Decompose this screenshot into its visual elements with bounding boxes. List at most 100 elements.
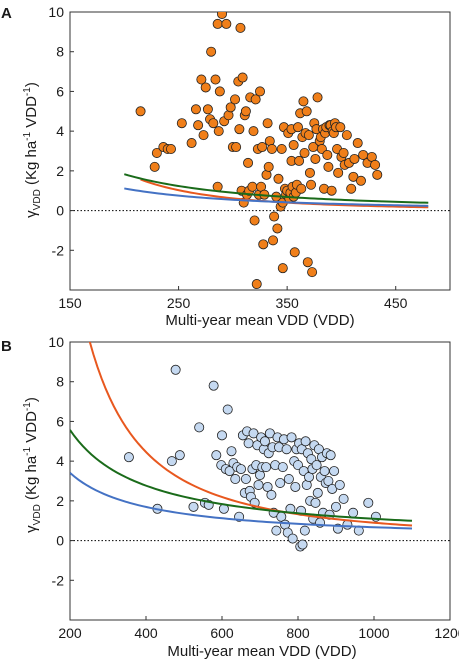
data-point — [210, 74, 221, 85]
data-point — [283, 474, 294, 485]
data-point — [230, 474, 241, 485]
fitted-curve — [88, 342, 413, 527]
y-tick-label: -2 — [52, 572, 65, 588]
data-point — [335, 122, 346, 133]
data-point — [174, 450, 185, 461]
data-point — [370, 159, 381, 170]
data-point — [214, 86, 225, 97]
panel-a-letter: A — [1, 5, 12, 22]
data-point — [200, 82, 211, 93]
data-point — [290, 481, 301, 492]
data-point — [288, 140, 299, 151]
data-point — [346, 183, 357, 194]
data-point — [271, 525, 282, 536]
data-point — [208, 118, 219, 129]
data-point — [323, 161, 334, 172]
data-point — [149, 161, 160, 172]
data-point — [311, 460, 322, 471]
x-tick-label: 200 — [58, 625, 82, 641]
data-point — [312, 92, 323, 103]
data-point — [258, 239, 269, 250]
data-point — [302, 257, 313, 268]
data-point — [243, 438, 254, 449]
y-tick-label: 2 — [56, 493, 64, 509]
data-point — [323, 475, 334, 486]
data-point — [190, 104, 201, 115]
data-point — [275, 477, 286, 488]
x-tick-label: 350 — [275, 295, 299, 311]
data-point — [202, 104, 213, 115]
data-point — [216, 430, 227, 441]
y-tick-label: 8 — [56, 44, 64, 60]
y-tick-label: 4 — [56, 453, 64, 469]
data-point — [326, 185, 337, 196]
panel-b: B γVDD (Kg ha-1 VDD-1) 200 400 600 800 1000 1… — [1, 334, 459, 660]
data-point — [266, 144, 277, 155]
fitted-curve — [124, 173, 429, 204]
data-point — [257, 142, 268, 153]
data-point — [231, 142, 242, 153]
panel-b-letter: B — [1, 338, 12, 355]
data-point — [277, 462, 288, 473]
data-point — [193, 120, 204, 131]
panel-a: A γVDD (Kg ha-1 VDD-1) 150 250 350 450 -2 0 2 4… — [1, 4, 451, 329]
data-point — [334, 479, 345, 490]
data-point — [307, 267, 318, 278]
x-tick-label: 150 — [58, 295, 82, 311]
fitted-curve — [70, 472, 413, 530]
y-tick-label: 10 — [48, 4, 64, 20]
data-point — [310, 497, 321, 508]
data-point — [237, 72, 248, 83]
data-point — [243, 157, 254, 168]
data-point — [123, 452, 134, 463]
data-point — [287, 533, 298, 544]
panel-a-x-axis-label: Multi-year mean VDD (VDD) — [165, 312, 354, 329]
data-point — [333, 167, 344, 178]
data-point — [319, 466, 330, 477]
panel-b-y-axis-label: γVDD (Kg ha-1 VDD-1) — [22, 397, 43, 533]
data-point — [250, 94, 261, 105]
fitted-curves — [70, 342, 413, 530]
x-tick-label: 450 — [384, 295, 408, 311]
y-tick-label: -2 — [52, 242, 65, 258]
data-point — [188, 501, 199, 512]
data-point — [299, 147, 310, 158]
data-point — [217, 12, 227, 19]
data-point — [363, 497, 374, 508]
data-point — [299, 525, 310, 536]
data-point — [251, 279, 262, 290]
fitted-curve — [124, 187, 429, 207]
panel-b-x-axis-label: Multi-year mean VDD (VDD) — [167, 643, 356, 660]
data-point — [312, 487, 323, 498]
data-point — [338, 493, 349, 504]
x-tick-label: 1200 — [434, 625, 459, 641]
data-point — [329, 466, 340, 477]
data-point — [225, 102, 236, 113]
data-point — [135, 106, 146, 117]
data-point — [230, 94, 241, 105]
data-points — [135, 12, 383, 290]
data-point — [330, 501, 341, 512]
y-tick-label: 2 — [56, 163, 64, 179]
data-point — [170, 364, 181, 375]
data-point — [292, 122, 303, 133]
y-tick-label: 4 — [56, 123, 64, 139]
fitted-curves — [124, 173, 429, 209]
data-point — [253, 479, 264, 490]
data-point — [297, 539, 308, 550]
data-point — [341, 130, 352, 141]
data-point — [176, 118, 187, 129]
x-tick-label: 800 — [286, 625, 310, 641]
y-tick-label: 0 — [56, 533, 64, 549]
data-point — [208, 380, 219, 391]
data-point — [349, 153, 360, 164]
data-point — [310, 153, 321, 164]
data-points — [123, 364, 381, 552]
data-point — [372, 169, 383, 180]
data-point — [247, 181, 258, 192]
panel-a-y-axis-label: γVDD (Kg ha-1 VDD-1) — [22, 82, 43, 218]
data-point — [296, 183, 307, 194]
data-point — [240, 474, 251, 485]
data-point — [235, 22, 246, 33]
data-point — [262, 118, 273, 129]
